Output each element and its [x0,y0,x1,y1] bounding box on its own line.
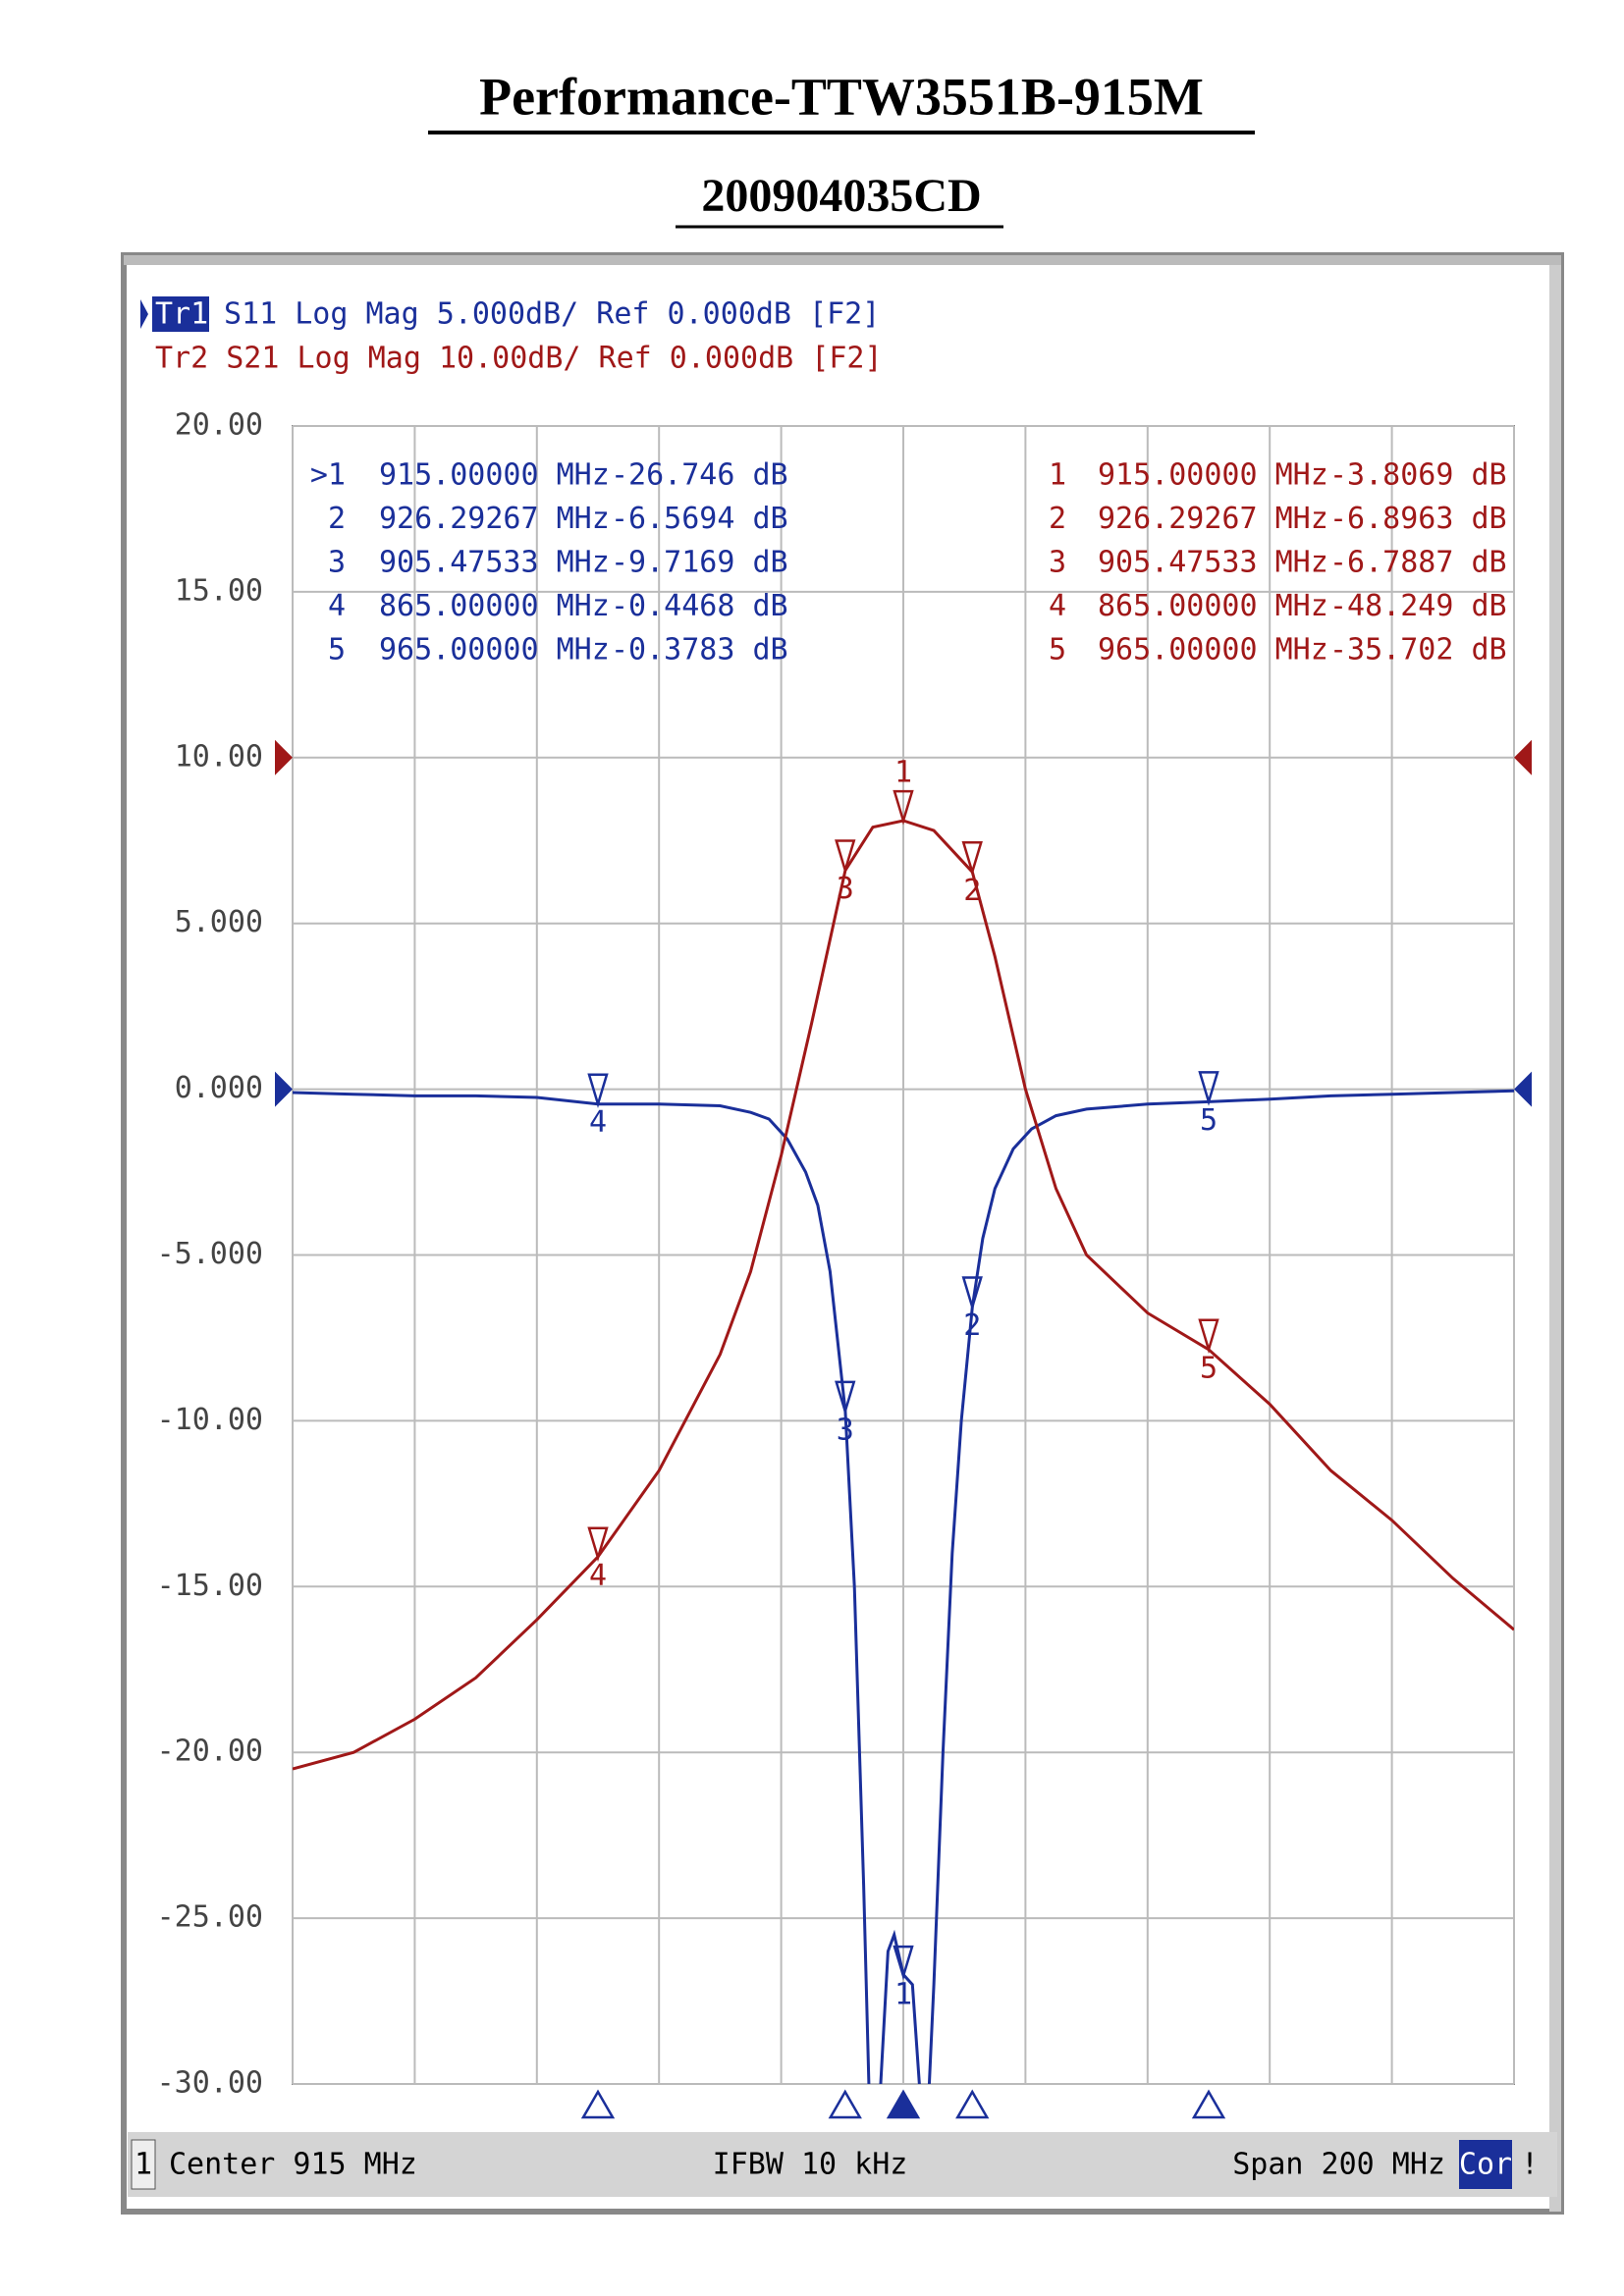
marker-label: 2 [963,1308,981,1343]
active-trace-arrow [140,299,148,329]
center-label: Center 915 MHz [169,2148,417,2182]
y-tick-label: -20.00 [157,1735,263,1769]
y-tick-label: 10.00 [175,739,263,774]
tr2-header: Tr2 S21 Log Mag 10.00dB/ Ref 0.000dB [F2… [155,342,883,376]
marker-table-freq: 926.29267 MHz [379,502,610,536]
marker-table-freq: 905.47533 MHz [1098,546,1328,580]
y-tick-label: -30.00 [157,2066,263,2101]
y-tick-label: 15.00 [175,573,263,608]
marker-label: 2 [963,874,981,908]
y-tick-label: -25.00 [157,1900,263,1935]
marker-table-value: -6.7887 dB [1329,546,1507,580]
marker [835,839,856,875]
tr1-tag: Tr1 [155,297,208,332]
y-tick-label: 20.00 [175,408,263,443]
ref-arrow [275,739,293,775]
stimulus-marker [886,2089,921,2119]
flag-label: ! [1521,2148,1539,2182]
stimulus-marker [828,2089,862,2119]
screen-scroll [1549,265,1561,2212]
marker [1198,1071,1219,1106]
marker-table-freq: 915.00000 MHz [1098,458,1328,493]
marker [1198,1318,1219,1355]
stimulus-marker [1191,2089,1226,2119]
marker-table-value: -0.3783 dB [611,633,788,667]
subtitle: 200904035CD [701,170,981,222]
marker-table-freq: 865.00000 MHz [379,589,610,623]
marker-table-freq: 905.47533 MHz [379,546,610,580]
ref-arrow [275,1071,293,1107]
y-tick-label: -15.00 [157,1569,263,1603]
marker [893,789,914,826]
marker-table-value: -9.7169 dB [611,546,788,580]
marker-label: 5 [1200,1103,1218,1138]
marker-table-freq: 965.00000 MHz [379,633,610,667]
marker-label: 1 [894,1978,912,2012]
marker-table-value: -0.4468 dB [611,589,788,623]
marker-table-name: 4 [328,589,346,623]
stimulus-marker [955,2089,990,2119]
marker-table-value: -26.746 dB [611,458,788,493]
marker [835,1380,856,1416]
tr1-tag-box [152,296,209,332]
cor-box [1459,2140,1512,2189]
marker-label: 3 [837,1413,854,1447]
marker-table-freq: 926.29267 MHz [1098,502,1328,536]
marker-table-freq: 965.00000 MHz [1098,633,1328,667]
y-tick-label: -10.00 [157,1403,263,1437]
marker-table-value: -6.8963 dB [1329,502,1507,536]
y-tick-label: 0.000 [175,1071,263,1105]
marker [587,1526,609,1563]
cor-label: Cor [1459,2148,1512,2182]
marker-table-name: 4 [1049,589,1066,623]
marker [961,841,983,877]
ref-arrow [1514,1071,1532,1107]
marker [893,1945,914,1981]
marker-table-name: 5 [328,633,346,667]
marker-table-freq: 865.00000 MHz [1098,589,1328,623]
marker-table-name: 1 [1049,458,1066,493]
marker-table-name: >1 [310,458,346,493]
marker-table-name: 5 [1049,633,1066,667]
marker [961,1276,983,1311]
channel-box [131,2139,156,2190]
ifbw-label: IFBW 10 kHz [713,2148,908,2182]
marker-table-value: -3.8069 dB [1329,458,1507,493]
marker-label: 3 [837,872,854,906]
y-tick-label: 5.000 [175,905,263,939]
y-tick-label: -5.000 [157,1237,263,1271]
marker-table-name: 3 [328,546,346,580]
tr1-header: S11 Log Mag 5.000dB/ Ref 0.000dB [F2] [224,297,880,332]
footer-bar [128,2132,1557,2197]
span-label: Span 200 MHz [1232,2148,1445,2182]
ref-arrow [1514,739,1532,775]
marker-table-name: 3 [1049,546,1066,580]
marker-table-freq: 915.00000 MHz [379,458,610,493]
marker-table-name: 2 [328,502,346,536]
marker-table-value: -6.5694 dB [611,502,788,536]
marker-label: 4 [589,1105,607,1140]
marker-table-value: -35.702 dB [1329,633,1507,667]
screen-top-bar [124,255,1561,265]
page-title: Performance-TTW3551B-915M [479,67,1204,126]
marker-label: 5 [1200,1351,1218,1385]
stimulus-marker [580,2089,616,2119]
marker-table-value: -48.249 dB [1329,589,1507,623]
marker [587,1073,609,1109]
marker-label: 4 [589,1559,607,1593]
marker-table-name: 2 [1049,502,1066,536]
channel: 1 [135,2148,152,2182]
marker-label: 1 [894,756,912,790]
